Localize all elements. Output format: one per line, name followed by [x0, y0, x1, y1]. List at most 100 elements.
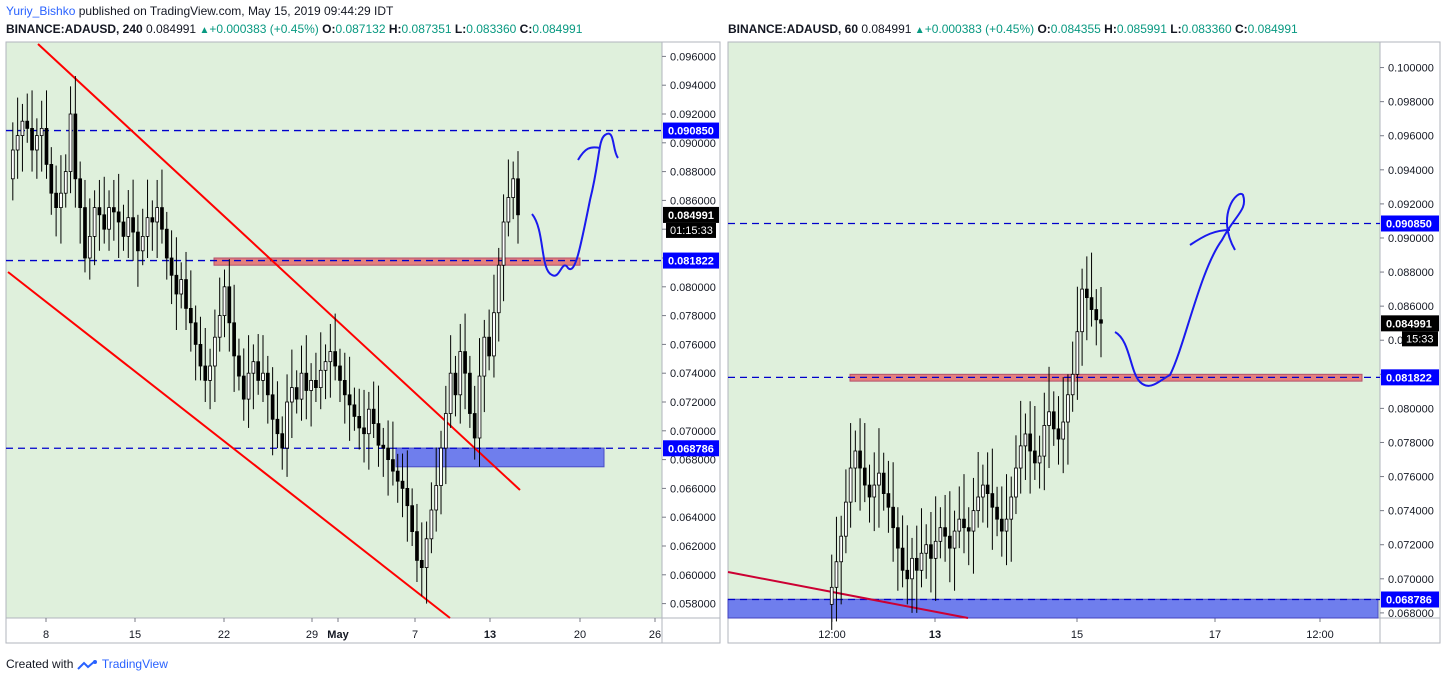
candle-body [140, 235, 145, 252]
footer: Created with TradingView [6, 657, 168, 671]
countdown-tag: 15:33 [1406, 333, 1434, 345]
level-tag-bg [1381, 215, 1439, 232]
y-tick-label: 0.092000 [1388, 199, 1434, 211]
candle-body [1042, 425, 1047, 457]
candle-body [881, 472, 886, 494]
supply-zone [213, 257, 581, 266]
candle-body [919, 552, 924, 571]
candle-body [184, 279, 188, 309]
x-tick-label: 13 [929, 629, 941, 641]
y-tick-label: 0.100000 [1388, 63, 1434, 75]
candle-body [995, 506, 999, 520]
level-tag: 0.090850 [1386, 218, 1432, 230]
y-tick-label: 0.098000 [1388, 97, 1434, 109]
candle-body [839, 535, 843, 563]
candle-body [54, 192, 58, 208]
candle-body [131, 217, 135, 233]
candle-body [20, 120, 25, 136]
candle-body [910, 557, 914, 580]
countdown-tag-bg [1402, 331, 1438, 347]
candle-body [102, 214, 107, 230]
candle-body [985, 484, 990, 494]
y-tick-label: 0.070000 [1388, 574, 1434, 586]
chart-panel-1h[interactable]: 0.100000 0.098000 0.096000 0.094000 0.092000… [727, 41, 1441, 644]
level-tag: 0.068786 [668, 443, 714, 455]
candle-body [1033, 450, 1037, 464]
candle-body [943, 527, 947, 537]
y-tick-label: 0.064000 [670, 512, 716, 524]
candle-body [419, 560, 424, 569]
candle-body [213, 336, 217, 367]
candle-body [1070, 373, 1075, 396]
candle-body [371, 408, 376, 425]
candle-body [1014, 467, 1018, 498]
last-price: 0.084991 [861, 22, 912, 36]
candle-body [323, 361, 328, 371]
candle-body [1018, 445, 1023, 469]
author-link[interactable]: Yuriy_Bishko [6, 4, 76, 18]
candle-body [160, 207, 164, 230]
change-value: +0.000383 (+0.45%) [209, 22, 319, 36]
x-tick-label: 13 [484, 629, 496, 641]
candle-body [270, 394, 275, 420]
x-tick-label: 29 [306, 629, 318, 641]
demand-zone [395, 447, 605, 468]
y-tick-label: 0.090000 [670, 138, 716, 150]
high-value: 0.085991 [1116, 22, 1167, 36]
candle-body [367, 408, 371, 435]
candle-body [44, 127, 49, 165]
x-tick-label: 20 [574, 629, 586, 641]
candle-body [511, 178, 516, 198]
candle-body [164, 228, 169, 259]
candle-body [867, 484, 872, 498]
candle-body [136, 231, 140, 252]
projection-path [1114, 192, 1246, 387]
candle-body [948, 535, 952, 549]
candle-body [304, 372, 309, 391]
candle-body [299, 372, 304, 400]
candle-body [10, 149, 15, 180]
y-tick-label: 0.078000 [1388, 437, 1434, 449]
candle-body [237, 355, 241, 377]
y-tick-label: 0.090000 [1388, 233, 1434, 245]
x-tick-label: May [327, 629, 349, 641]
candle-body [1051, 411, 1056, 430]
candle-body [962, 518, 966, 529]
y-tick-label: 0.088000 [670, 167, 716, 179]
candle-body [35, 135, 39, 151]
y-tick-label: 0.092000 [670, 109, 716, 121]
x-tick-label: 12:00 [818, 629, 846, 641]
interval-label[interactable]: 60 [844, 22, 859, 36]
candle-body [415, 531, 419, 561]
candle-body [463, 351, 467, 374]
candle-body [78, 178, 83, 209]
x-tick-label: 7 [412, 629, 418, 641]
candle-body [193, 322, 198, 345]
interval-label[interactable]: 240 [122, 22, 143, 36]
chart-panel-4h[interactable]: 0.096000 0.094000 0.092000 0.090000 0.088000… [5, 41, 721, 644]
candle-body [294, 387, 299, 400]
level-tag: 0.090850 [668, 126, 714, 138]
projection-arrow [577, 146, 601, 161]
candle-body [501, 221, 506, 266]
up-arrow-icon: ▲ [914, 25, 925, 36]
y-tick-label: 0.086000 [1388, 301, 1434, 313]
candle-body [25, 120, 30, 129]
candle-body [391, 459, 395, 472]
candle-body [1056, 428, 1061, 440]
candle-body [121, 221, 126, 237]
candle-body [280, 433, 285, 449]
candle-body [155, 207, 159, 223]
trend-line [37, 43, 521, 491]
tradingview-brand[interactable]: TradingView [101, 657, 168, 671]
candle-body [357, 415, 362, 429]
symbol-label[interactable]: BINANCE:ADAUSD [728, 22, 838, 36]
candle-body [891, 506, 895, 529]
candle-body [933, 540, 938, 559]
projection-arrow [1189, 229, 1231, 246]
y-tick-label: 0.066000 [670, 483, 716, 495]
symbol-label[interactable]: BINANCE:ADAUSD [6, 22, 116, 36]
close-value: 0.084991 [532, 22, 583, 36]
publish-info: published on TradingView.com, May 15, 20… [78, 4, 394, 18]
